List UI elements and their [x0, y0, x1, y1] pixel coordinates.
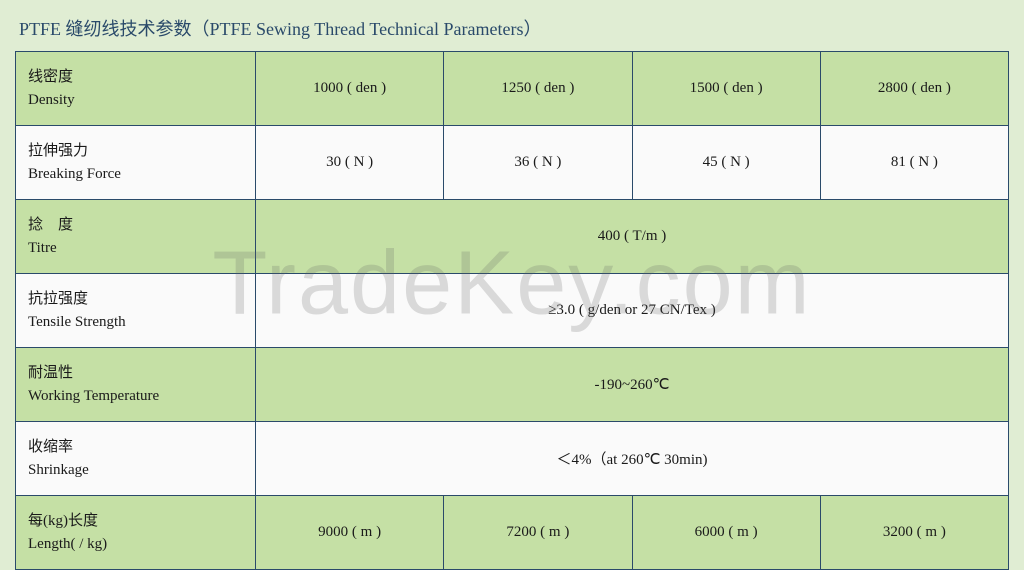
data-cell: 2800 ( den )	[820, 52, 1008, 126]
label-en: Length( / kg)	[28, 533, 243, 556]
data-cell: 9000 ( m )	[256, 496, 444, 570]
table-row: 每(kg)长度Length( / kg)9000 ( m )7200 ( m )…	[16, 496, 1009, 570]
label-cn: 抗拉强度	[28, 288, 243, 311]
parameters-table: 线密度Density1000 ( den )1250 ( den )1500 (…	[15, 51, 1009, 570]
row-label: 线密度Density	[16, 52, 256, 126]
data-cell: 1500 ( den )	[632, 52, 820, 126]
row-label: 每(kg)长度Length( / kg)	[16, 496, 256, 570]
label-cn: 捻 度	[28, 214, 243, 237]
row-label: 收缩率Shrinkage	[16, 422, 256, 496]
label-cn: 每(kg)长度	[28, 510, 243, 533]
label-en: Titre	[28, 237, 243, 260]
label-en: Tensile Strength	[28, 311, 243, 334]
label-cn: 收缩率	[28, 436, 243, 459]
label-en: Shrinkage	[28, 459, 243, 482]
label-en: Working Temperature	[28, 385, 243, 408]
data-cell: 1250 ( den )	[444, 52, 632, 126]
page-title: PTFE 缝纫线技术参数（PTFE Sewing Thread Technica…	[15, 15, 1009, 41]
data-cell: 45 ( N )	[632, 126, 820, 200]
table-row: 捻 度Titre400 ( T/m )	[16, 200, 1009, 274]
row-label: 抗拉强度Tensile Strength	[16, 274, 256, 348]
data-cell: 3200 ( m )	[820, 496, 1008, 570]
data-cell: 30 ( N )	[256, 126, 444, 200]
row-label: 拉伸强力Breaking Force	[16, 126, 256, 200]
label-en: Breaking Force	[28, 163, 243, 186]
table-row: 耐温性Working Temperature-190~260℃	[16, 348, 1009, 422]
row-label: 捻 度Titre	[16, 200, 256, 274]
data-cell: 81 ( N )	[820, 126, 1008, 200]
merged-cell: ≥3.0 ( g/den or 27 CN/Tex )	[256, 274, 1009, 348]
table-row: 线密度Density1000 ( den )1250 ( den )1500 (…	[16, 52, 1009, 126]
label-cn: 线密度	[28, 66, 243, 89]
table-row: 拉伸强力Breaking Force30 ( N )36 ( N )45 ( N…	[16, 126, 1009, 200]
table-row: 抗拉强度Tensile Strength≥3.0 ( g/den or 27 C…	[16, 274, 1009, 348]
label-en: Density	[28, 89, 243, 112]
label-cn: 耐温性	[28, 362, 243, 385]
data-cell: 7200 ( m )	[444, 496, 632, 570]
data-cell: 1000 ( den )	[256, 52, 444, 126]
label-cn: 拉伸强力	[28, 140, 243, 163]
table-row: 收缩率Shrinkage＜4%（at 260℃ 30min)	[16, 422, 1009, 496]
merged-cell: ＜4%（at 260℃ 30min)	[256, 422, 1009, 496]
data-cell: 6000 ( m )	[632, 496, 820, 570]
merged-cell: 400 ( T/m )	[256, 200, 1009, 274]
row-label: 耐温性Working Temperature	[16, 348, 256, 422]
data-cell: 36 ( N )	[444, 126, 632, 200]
merged-cell: -190~260℃	[256, 348, 1009, 422]
